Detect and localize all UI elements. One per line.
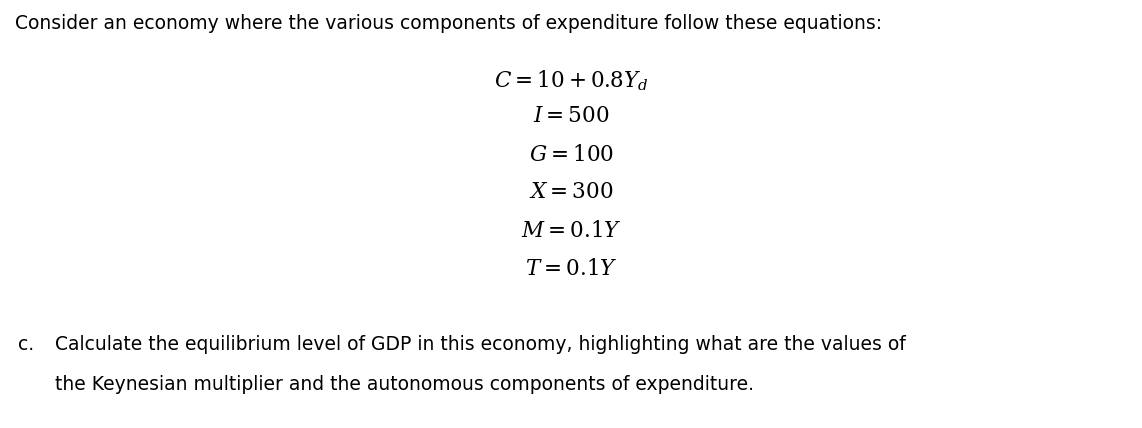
Text: Calculate the equilibrium level of GDP in this economy, highlighting what are th: Calculate the equilibrium level of GDP i…	[55, 335, 906, 354]
Text: the Keynesian multiplier and the autonomous components of expenditure.: the Keynesian multiplier and the autonom…	[55, 375, 754, 394]
Text: Consider an economy where the various components of expenditure follow these equ: Consider an economy where the various co…	[15, 14, 882, 33]
Text: $I = 500$: $I = 500$	[532, 106, 610, 126]
Text: $X = 300$: $X = 300$	[529, 182, 613, 202]
Text: $M = 0.1Y$: $M = 0.1Y$	[521, 220, 621, 241]
Text: $G = 100$: $G = 100$	[529, 144, 613, 165]
Text: c.: c.	[18, 335, 34, 354]
Text: $T = 0.1Y$: $T = 0.1Y$	[524, 258, 618, 279]
Text: $C = 10 + 0.8Y_d$: $C = 10 + 0.8Y_d$	[493, 68, 649, 92]
